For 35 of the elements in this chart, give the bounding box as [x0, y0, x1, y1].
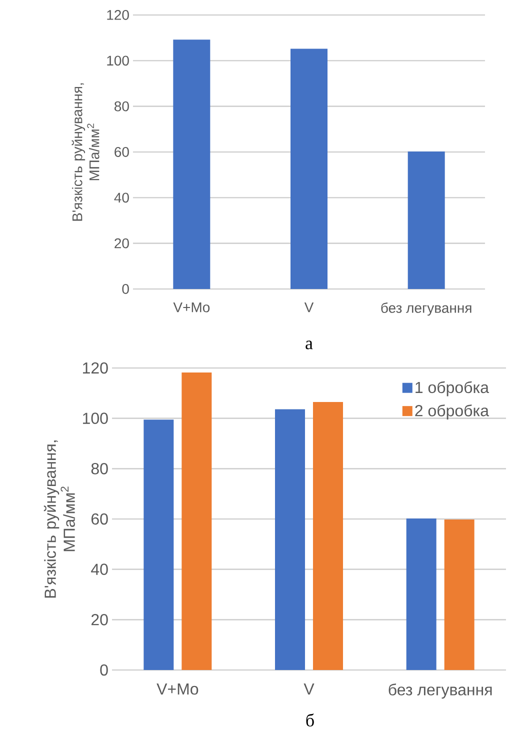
y-tick-label: 120	[83, 362, 108, 374]
x-tick-label: V	[304, 684, 314, 695]
y-tick-label: 80	[114, 101, 130, 112]
y-tick-label: 40	[114, 192, 130, 203]
y-tick-label: 80	[92, 462, 108, 474]
x-tick-label: без легування	[388, 684, 492, 699]
bar	[173, 40, 210, 289]
bar	[144, 420, 174, 670]
y-tick-label: 60	[114, 147, 130, 157]
y-tick-label: 20	[92, 614, 108, 626]
x-tick-label: V	[304, 302, 314, 312]
y-tick-label: 0	[122, 284, 130, 294]
y-axis-title: В'язкість руйнування, МПа/мм$^{2}$	[44, 440, 76, 598]
y-tick-label: 60	[92, 513, 108, 525]
y-tick-label: 100	[83, 412, 108, 424]
y-tick-label: 120	[107, 10, 130, 20]
bar	[275, 409, 306, 670]
y-tick-label: 40	[91, 564, 108, 575]
bar	[313, 402, 344, 670]
y-axis-title: В'язкість руйнування, МПа/мм$^{2}$	[72, 83, 100, 221]
y-tick-label: 100	[107, 56, 130, 66]
legend-label: 2 обробка	[415, 404, 490, 420]
bar	[408, 152, 446, 289]
bar	[182, 372, 212, 670]
bar	[444, 520, 475, 670]
legend-label: 1 обробка	[416, 381, 490, 396]
y-tick-label: 20	[114, 238, 130, 248]
text: а	[306, 340, 313, 350]
bar	[290, 48, 328, 289]
text: б	[306, 713, 314, 727]
x-tick-label: V+Mo	[173, 302, 210, 312]
y-tick-label: 0	[100, 664, 108, 676]
bar	[406, 518, 437, 670]
x-tick-label: без легування	[381, 302, 472, 316]
x-tick-label: V+Mo	[156, 684, 198, 695]
